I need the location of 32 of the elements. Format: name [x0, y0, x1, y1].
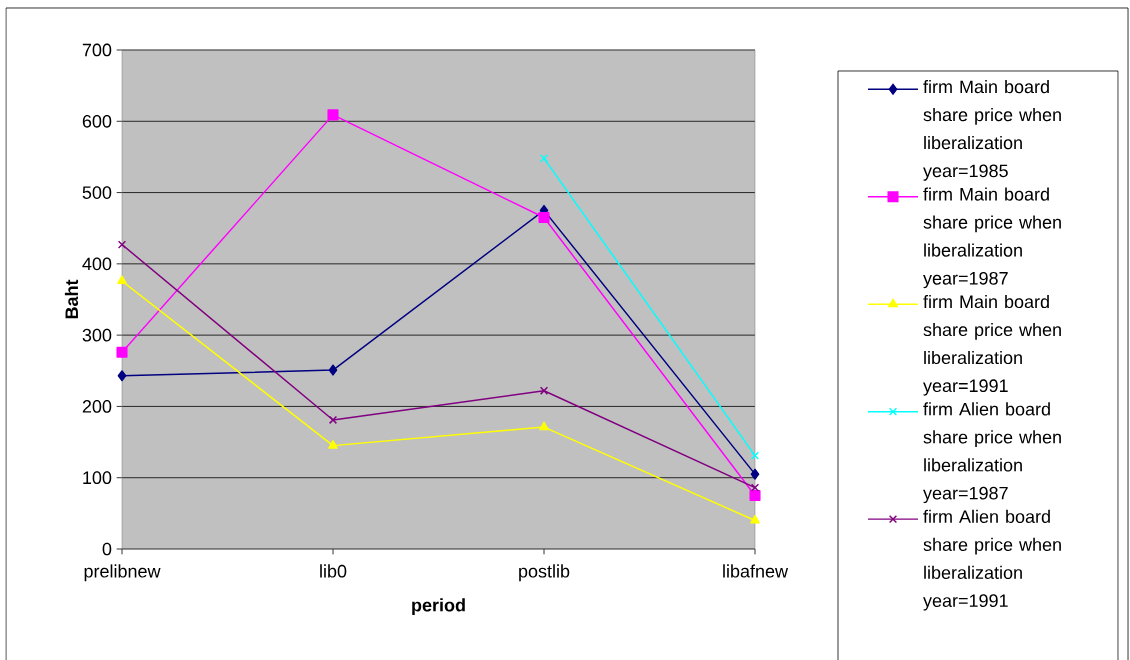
point [750, 468, 760, 480]
point [328, 440, 338, 449]
x-tick-label: prelibnew [84, 564, 161, 582]
point [750, 483, 760, 492]
y-tick-label: 300 [82, 328, 112, 342]
y-axis-title: Baht [64, 279, 79, 319]
point [749, 490, 761, 502]
y-tick-label: 100 [83, 471, 112, 485]
y-tick-label: 0 [102, 542, 112, 556]
x-axis-title: period [412, 598, 465, 616]
point [117, 240, 127, 249]
point [116, 346, 128, 358]
x-tick-label: libafnew [723, 564, 789, 578]
point [538, 211, 550, 224]
point [328, 364, 338, 376]
y-tick-label: 500 [82, 186, 112, 199]
point [750, 514, 760, 524]
y-tick-label: 200 [82, 400, 112, 413]
point [117, 275, 127, 285]
point [539, 386, 549, 395]
x-tick-label: lib0 [320, 564, 347, 578]
y-tick-label: 400 [82, 257, 112, 271]
y-tick-label: 700 [82, 43, 112, 57]
point [328, 415, 338, 425]
point [117, 370, 127, 382]
y-tick-label: 600 [82, 114, 112, 128]
point [750, 451, 760, 460]
legend-label: firm Alien board share price when liberalization year=1991 [923, 509, 1061, 611]
point [539, 421, 549, 431]
point [327, 109, 339, 121]
x-tick-label: postlib [519, 564, 570, 582]
point [539, 154, 549, 163]
